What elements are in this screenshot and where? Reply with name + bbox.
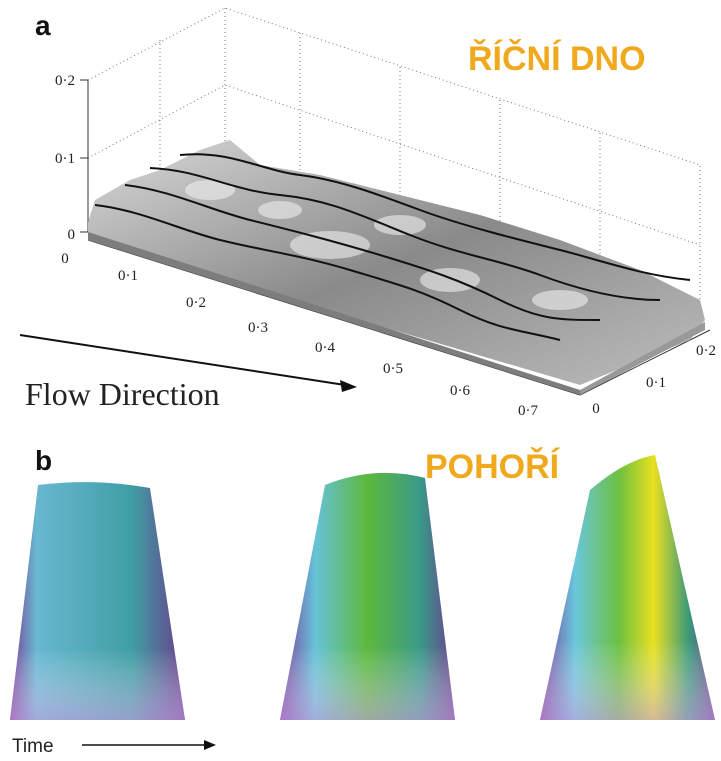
caption: Flow Direction	[25, 376, 220, 412]
tick-label: 0·6	[450, 383, 470, 399]
tick-label: 0·2	[696, 343, 716, 359]
tick-label: 0·3	[248, 320, 268, 336]
panel-title: ŘÍČNÍ DNO	[468, 39, 646, 78]
tick-label: 0·1	[118, 268, 138, 284]
arrow	[19, 334, 346, 386]
tick-label: 0	[68, 227, 76, 243]
caption: Time	[12, 736, 54, 757]
tick-label: 0·4	[315, 340, 335, 356]
tick-label: 0·5	[383, 361, 403, 377]
arrow-head	[340, 380, 357, 392]
panel-title: POHOŘÍ	[425, 448, 561, 486]
arrow-head	[204, 740, 216, 750]
panel-label: b	[35, 445, 52, 476]
tick-label: 0	[61, 251, 69, 267]
tick-label: 0·1	[55, 151, 75, 167]
tick-label: 0·7	[518, 403, 538, 419]
bed-surface	[88, 140, 705, 395]
tick-label: 0·1	[646, 375, 666, 391]
tick-label: 0·2	[186, 295, 206, 311]
mountain-2	[280, 472, 455, 720]
panel-label: a	[35, 10, 51, 41]
mountain-1	[10, 482, 185, 720]
tick-label: 0	[592, 401, 600, 417]
tick-label: 0·2	[55, 73, 75, 89]
mountain-3	[540, 455, 715, 720]
